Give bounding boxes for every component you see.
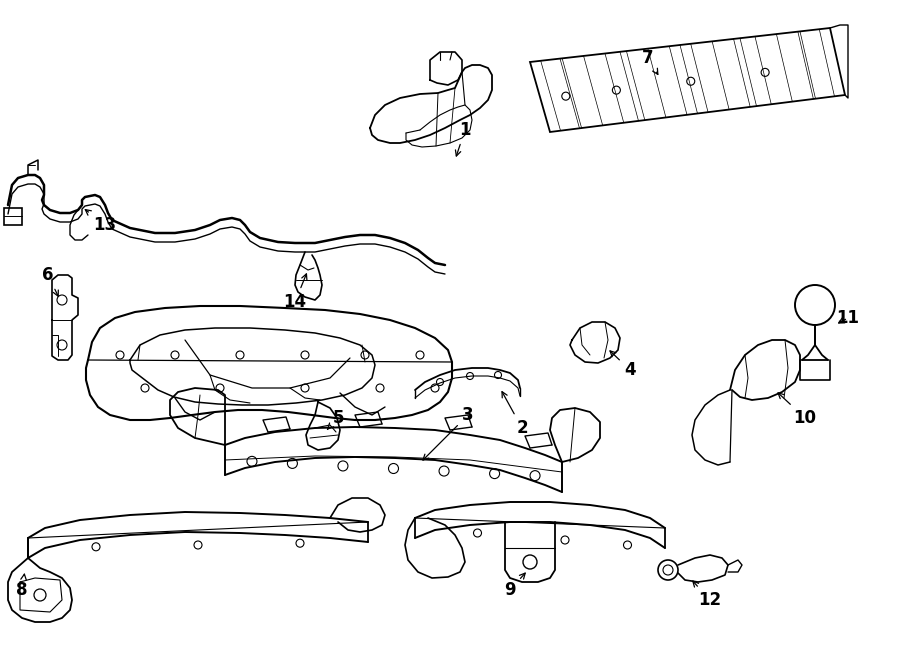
Text: 5: 5 [328,409,344,430]
Text: 2: 2 [502,392,527,437]
Text: 14: 14 [284,274,307,311]
Text: 10: 10 [778,393,816,427]
Text: 6: 6 [42,266,58,296]
Text: 1: 1 [455,121,471,156]
Text: 12: 12 [693,581,722,609]
Text: 13: 13 [86,210,117,234]
Text: 9: 9 [504,573,526,599]
Text: 8: 8 [16,574,28,599]
Text: 7: 7 [643,49,658,75]
Text: 4: 4 [610,351,635,379]
Text: 11: 11 [836,309,860,327]
Text: 3: 3 [423,406,473,460]
